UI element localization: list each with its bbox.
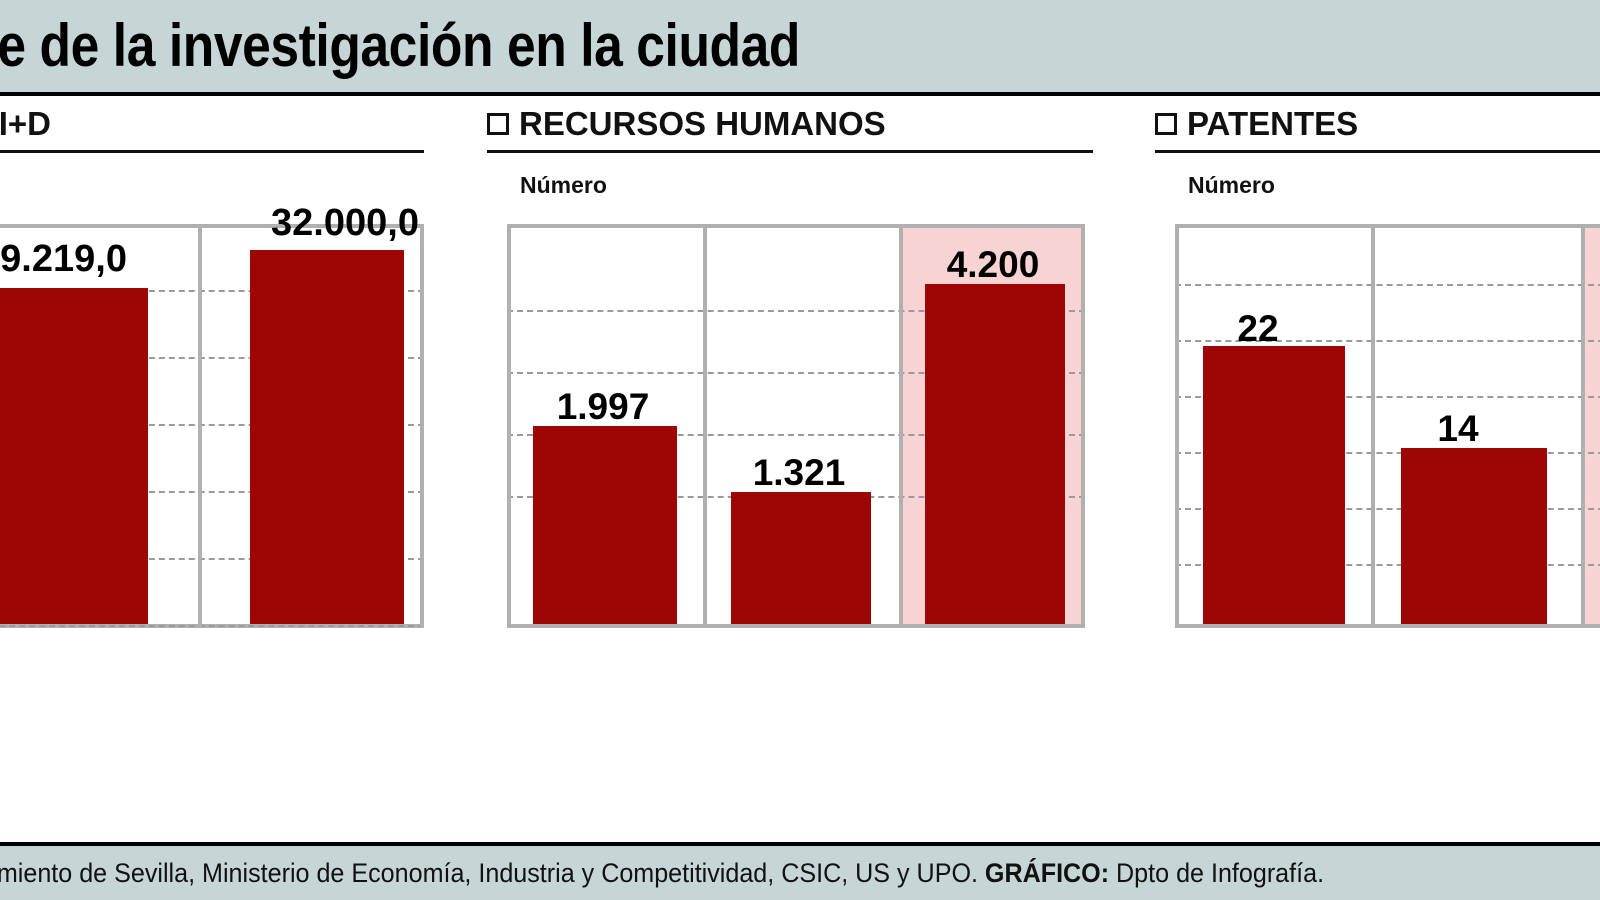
square-bullet-icon (487, 113, 509, 135)
gridline (1175, 340, 1600, 342)
panel-recursos-head: RECURSOS HUMANOS Número (487, 104, 1097, 198)
bar-value-1: 29.219,0 (0, 238, 127, 280)
highlight-band-patentes (1585, 228, 1600, 624)
gridline (0, 424, 424, 426)
plot-area-patentes (1175, 224, 1600, 628)
panel-inversion-title-text: RSIÓN EN I+D (0, 105, 51, 142)
bar-value-1: 1.321 (752, 452, 846, 493)
bar-recursos-2 (925, 284, 1065, 624)
footer-band (0, 846, 1600, 900)
panel-recursos-title-text: RECURSOS HUMANOS (519, 105, 886, 142)
bar-patentes-1 (1401, 448, 1547, 624)
gridline (0, 357, 424, 359)
panel-patentes-head: PATENTES Número (1155, 104, 1600, 198)
header-band (0, 0, 1600, 92)
panel-recursos: RECURSOS HUMANOS Número (487, 104, 1097, 710)
panel-recursos-unit: Número (520, 172, 607, 198)
column-separator (1081, 224, 1085, 628)
panel-patentes-title-text: PATENTES (1187, 105, 1359, 142)
grafico-label: GRÁFICO: (984, 858, 1110, 888)
chart-patentes: 22 14 CSICSevilla U. Pablode Olavide U (1155, 190, 1600, 710)
panel-patentes-unit: Número (1188, 172, 1275, 198)
gridline (507, 310, 1085, 312)
column-separator (507, 224, 511, 628)
panel-inversion: RSIÓN EN I+D e euros 7 (0, 104, 430, 710)
chart-inversion: 7 (0, 190, 430, 710)
gridline (0, 558, 424, 560)
header-divider (0, 92, 1600, 96)
bar-recursos-0 (533, 426, 677, 624)
chart-recursos: 1.997 1.321 4.200 CSICSevilla U. Pablode… (487, 190, 1097, 710)
bar-recursos-1 (731, 492, 871, 624)
panel-recursos-title: RECURSOS HUMANOS (487, 104, 1097, 144)
column-separator (198, 224, 202, 628)
bar-value-0: 1.997 (556, 386, 650, 427)
square-bullet-icon (1155, 113, 1177, 135)
gridline (0, 491, 424, 493)
column-separator (703, 224, 707, 628)
bar-inversion-2 (250, 250, 404, 624)
gridline (1175, 284, 1600, 286)
source-line: untamiento de Sevilla, Ministerio de Eco… (0, 856, 1324, 890)
gridline (1175, 564, 1600, 566)
bar-inversion-1 (0, 288, 148, 624)
column-separator (1371, 224, 1375, 628)
source-prefix: untamiento de Sevilla, Ministerio de Eco… (0, 858, 985, 888)
panel-recursos-rule (487, 150, 1093, 153)
column-separator (1175, 224, 1179, 628)
gridline (1175, 508, 1600, 510)
gridline (507, 372, 1085, 374)
gridline (0, 625, 424, 627)
panel-patentes-title: PATENTES (1155, 104, 1600, 144)
plot-area-recursos (507, 224, 1085, 628)
panel-inversion-head: RSIÓN EN I+D e euros (0, 104, 430, 176)
gridline (1175, 396, 1600, 398)
bar-value-0: 22 (1237, 308, 1279, 349)
bar-patentes-0 (1203, 346, 1345, 624)
panel-inversion-rule (0, 150, 424, 153)
bar-value-2: 4.200 (946, 244, 1040, 285)
grafico-value: Dpto de Infografía. (1109, 858, 1325, 888)
footer-divider (0, 842, 1600, 846)
panel-patentes: PATENTES Número (1155, 104, 1600, 710)
panel-inversion-title: RSIÓN EN I+D (0, 104, 430, 144)
column-separator (420, 224, 424, 628)
gridline (1175, 452, 1600, 454)
column-separator (1581, 224, 1585, 628)
panel-patentes-rule (1155, 150, 1600, 153)
bar-value-2: 32.000,0 (271, 202, 419, 244)
gridline (507, 434, 1085, 436)
bar-value-1: 14 (1437, 408, 1479, 449)
plot-area-inversion (0, 224, 424, 628)
gridline (0, 290, 424, 292)
column-separator (899, 224, 903, 628)
page-title: nce de la investigación en la ciudad (0, 12, 801, 79)
